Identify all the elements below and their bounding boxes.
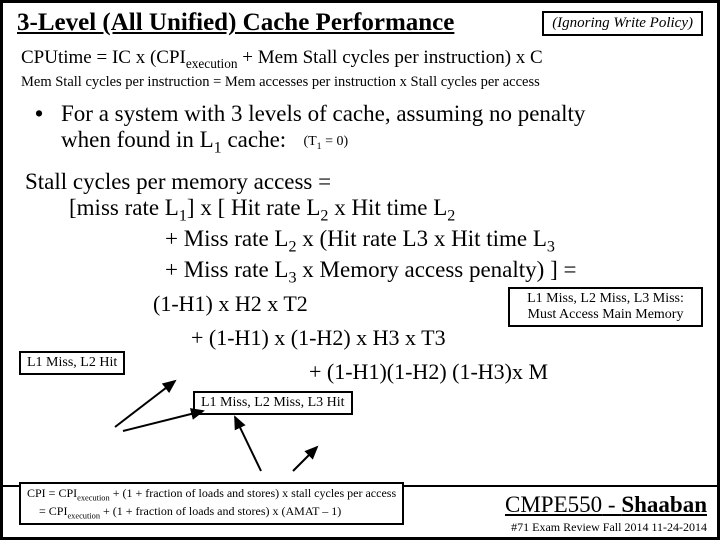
tnote-text: (T (303, 134, 316, 149)
stall-text: x Memory access penalty) ] = (297, 257, 577, 282)
formula-line: + (1-H1) x (1-H2) x H3 x T3 (191, 325, 446, 351)
cpi-text: + (1 + fraction of loads and stores) x s… (110, 486, 396, 500)
stall-text: + Miss rate L (165, 257, 288, 282)
course-author: Shaaban (621, 492, 707, 517)
stall-text: x Hit time L (328, 195, 447, 220)
stall-line: [miss rate L1] x [ Hit rate L 2 x Hit tim… (25, 195, 699, 226)
stall-sub: 2 (447, 208, 455, 225)
eq-sub: execution (186, 56, 238, 71)
page-title: 3-Level (All Unified) Cache Performance (17, 9, 542, 37)
formula-line: (1-H1) x H2 x T2 (153, 291, 308, 317)
stall-sub: 3 (288, 269, 296, 286)
stall-line: Stall cycles per memory access = (25, 169, 699, 195)
cpi-text: + (1 + fraction of loads and stores) x (… (100, 504, 341, 518)
bullet-item: • For a system with 3 levels of cache, a… (35, 101, 685, 158)
bullet-text: when found in L (61, 127, 214, 152)
mem-stall-note: Mem Stall cycles per instruction = Mem a… (21, 74, 699, 91)
course-sep: - (602, 492, 621, 517)
cpi-text: = CPI (27, 504, 67, 518)
tnote-text: = 0) (322, 134, 349, 149)
cpi-sub: execution (67, 511, 100, 520)
callout-l1miss-l2hit: L1 Miss, L2 Hit (19, 351, 125, 375)
stall-text: [miss rate L (69, 195, 179, 220)
bullet-sub: 1 (214, 139, 222, 156)
footer: CMPE550 - Shaaban #71 Exam Review Fall 2… (505, 492, 707, 535)
callout-text: L1 Miss, L2 Miss, L3 Miss: (527, 291, 684, 306)
callout-l1l2l3-miss: L1 Miss, L2 Miss, L3 Miss: Must Access M… (508, 287, 703, 327)
stall-sub: 1 (179, 208, 187, 225)
stall-equation: Stall cycles per memory access = [miss r… (3, 157, 717, 287)
write-policy-badge: (Ignoring Write Policy) (542, 11, 703, 36)
stall-line: + Miss rate L2 x (Hit rate L3 x Hit time… (25, 226, 699, 257)
stall-sub: 2 (288, 239, 296, 256)
cpi-text: CPI = CPI (27, 486, 77, 500)
t1-note: (T1 = 0) (303, 134, 348, 149)
stall-text: x (Hit rate L3 x Hit time L (297, 226, 547, 251)
cpi-definition-box: CPI = CPIexecution + (1 + fraction of lo… (19, 482, 404, 525)
course-title: CMPE550 - Shaaban (505, 492, 707, 518)
arrow-icon (293, 447, 317, 471)
stall-text: + Miss rate L (165, 226, 288, 251)
bullet-text: cache: (222, 127, 286, 152)
bullet-dot: • (35, 101, 61, 158)
course-code: CMPE550 (505, 492, 602, 517)
arrow-icon (123, 411, 203, 431)
stall-sub: 3 (547, 239, 555, 256)
eq-text: + Mem Stall cycles per instruction) x C (238, 47, 543, 68)
bullet-text: For a system with 3 levels of cache, ass… (61, 101, 585, 126)
arrow-icon (235, 417, 261, 471)
cputime-equation: CPUtime = IC x (CPIexecution + Mem Stall… (21, 47, 699, 72)
cpi-sub: execution (77, 493, 110, 502)
callout-text: Must Access Main Memory (528, 307, 684, 322)
eq-text: CPUtime = IC x (CPI (21, 47, 186, 68)
slide-meta: #71 Exam Review Fall 2014 11-24-2014 (505, 520, 707, 535)
stall-text: ] x [ Hit rate L (187, 195, 320, 220)
formula-line: + (1-H1)(1-H2) (1-H3)x M (309, 359, 548, 385)
callout-l1l2miss-l3hit: L1 Miss, L2 Miss, L3 Hit (193, 391, 353, 415)
stall-line: + Miss rate L3 x Memory access penalty) … (25, 257, 699, 288)
expanded-formula: (1-H1) x H2 x T2 + (1-H1) x (1-H2) x H3 … (3, 287, 717, 407)
